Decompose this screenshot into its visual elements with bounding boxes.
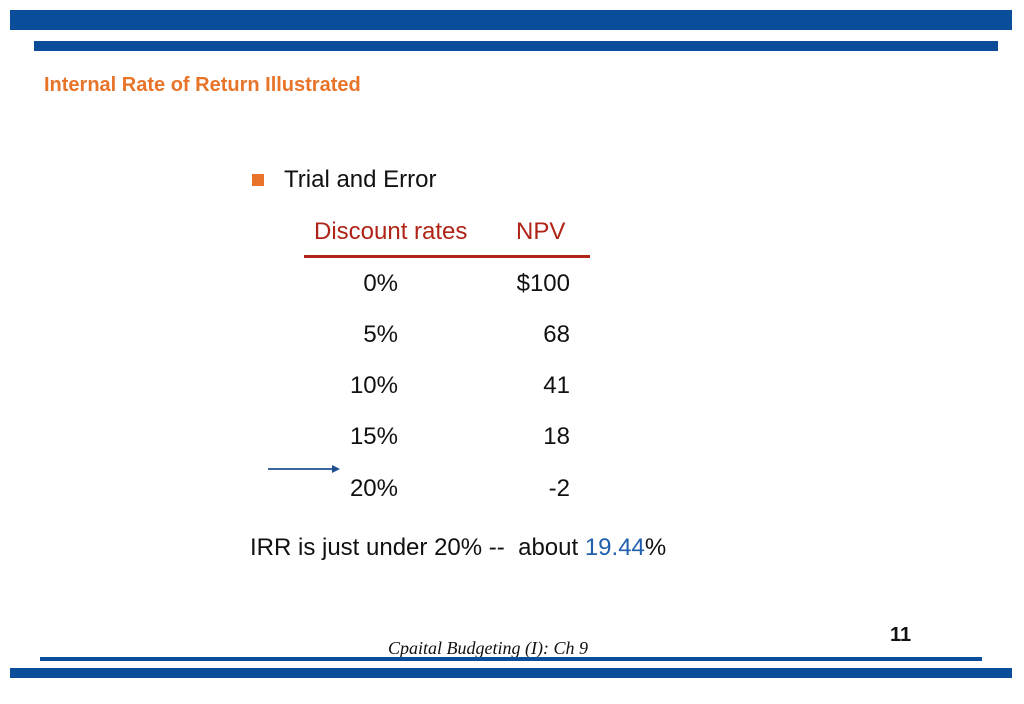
table-header-rate: Discount rates	[314, 218, 468, 245]
arrow-right-icon	[268, 465, 340, 473]
square-bullet-icon	[252, 174, 264, 186]
table-cell-rate: 5%	[363, 321, 398, 348]
top-band-thin	[34, 41, 998, 51]
irr-suffix: %	[644, 534, 667, 561]
table-cell-rate: 15%	[349, 423, 398, 450]
table-cell-npv: 41	[543, 372, 570, 399]
irr-value: 19.44	[584, 534, 645, 561]
bullet-item: Trial and Error	[252, 166, 436, 194]
footer-text: Cpaital Budgeting (I): Ch 9	[388, 638, 588, 658]
page-number: 11	[890, 624, 912, 646]
table-cell-npv: $100	[516, 270, 570, 297]
table-header-npv: NPV	[516, 218, 566, 245]
bottom-band-thin	[40, 657, 982, 661]
table-cell-rate: 0%	[363, 270, 398, 297]
bullet-text: Trial and Error	[284, 166, 437, 193]
top-band-thick	[10, 10, 1012, 30]
table-cell-rate: 10%	[349, 372, 398, 399]
bottom-band-thick	[10, 668, 1012, 678]
slide-title: Internal Rate of Return Illustrated	[44, 74, 361, 96]
table-cell-npv: 18	[543, 423, 570, 450]
irr-statement: IRR is just under 20% -- about 19.44%	[250, 534, 666, 562]
table-cell-npv: -2	[548, 475, 570, 502]
table-cell-npv: 68	[543, 321, 570, 348]
irr-prefix: IRR is just under 20% -- about	[250, 534, 585, 561]
table-header-rule	[304, 255, 590, 258]
table-cell-rate: 20%	[349, 475, 398, 502]
